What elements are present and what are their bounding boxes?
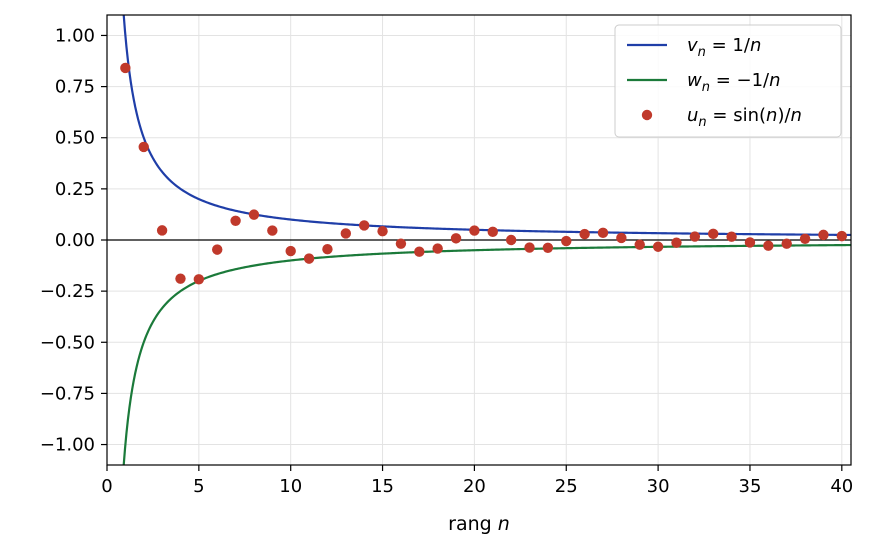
data-point [652,241,664,252]
data-point [322,244,333,255]
data-point [414,246,425,257]
data-point [432,243,443,254]
data-point [138,141,149,153]
y-tick-label: −0.50 [40,332,95,353]
data-point [561,235,572,247]
x-tick-label: 5 [193,476,204,497]
legend-box [614,24,842,138]
data-point [818,229,829,241]
data-point [597,227,609,239]
data-point [579,228,590,240]
data-point [469,225,480,236]
x-tick-label: 35 [739,476,762,497]
series-line-1 [122,243,851,465]
y-tick-label: 0.75 [55,77,95,98]
legend-label: vn = 1/n [687,35,761,60]
legend-label: wn = −1/n [687,70,781,95]
data-point [212,244,223,255]
y-tick-label: −0.25 [40,281,95,302]
legend-swatch-marker [641,109,653,121]
data-point [671,237,682,248]
data-point [542,242,554,253]
x-tick-label: 15 [371,476,394,497]
data-point [487,226,498,238]
data-point [524,242,535,253]
axes: 0 5 10 15 20 25 30 35 40 1.00 0.75 0.50 0.25 0.00 −0.2… [40,14,853,497]
x-tick-label: 10 [279,476,302,497]
y-tick-label: −1.00 [40,435,95,456]
data-point [689,231,701,242]
data-point [340,228,352,239]
data-point [175,273,186,284]
data-point [450,233,462,244]
data-point [156,225,168,236]
plot-clip-group [107,15,851,465]
x-tick-label: 25 [555,476,578,497]
data-point [505,234,517,246]
data-point [763,240,774,251]
data-point [267,225,278,236]
x-tick-label: 20 [463,476,486,497]
data-point [395,238,407,249]
y-tick-label: 0.00 [55,230,95,251]
data-point [303,253,315,264]
y-tick-label: 0.50 [55,128,95,149]
data-point [230,215,241,226]
data-point [799,233,811,244]
legend-label: un = sin(n)/n [687,105,802,130]
data-point [120,62,131,74]
data-point [193,274,205,285]
data-point [285,245,296,257]
x-tick-label: 40 [830,476,853,497]
data-point [781,238,792,249]
data-point [248,209,260,220]
data-point [358,220,370,231]
data-point [744,237,756,248]
plot-area [107,15,851,465]
y-tick-label: 1.00 [55,25,95,46]
data-point [836,230,848,242]
x-tick-label: 30 [647,476,670,497]
data-point [708,228,719,240]
x-tick-label: 0 [101,476,112,497]
y-tick-label: 0.25 [55,179,95,200]
data-point [726,231,737,242]
x-axis-title: rang n [448,513,510,535]
legend: vn = 1/n wn = −1/n un = sin(n)/n [614,24,842,138]
data-point [616,232,627,244]
data-point [634,239,645,250]
y-tick-label: −0.75 [40,383,95,404]
data-point [377,226,388,237]
